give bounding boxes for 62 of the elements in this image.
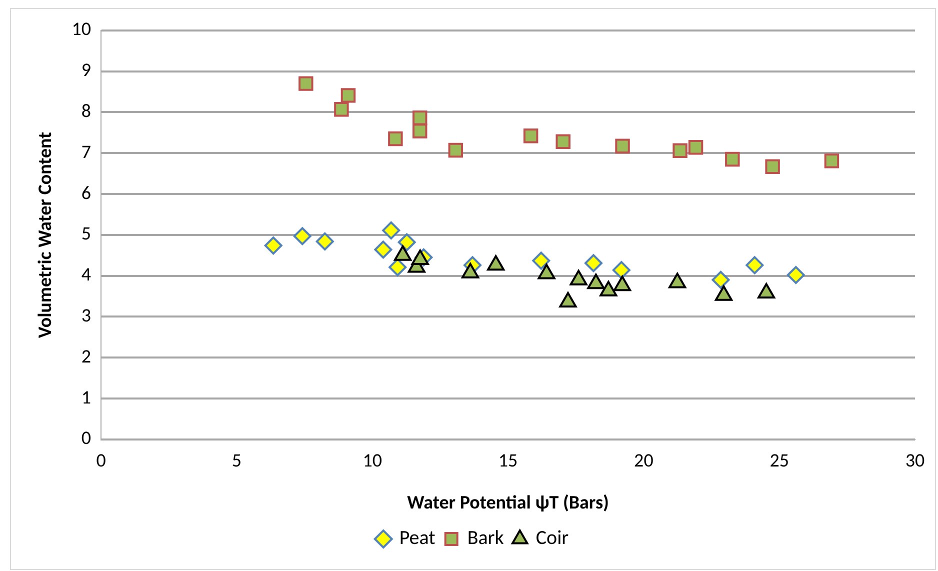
point xyxy=(712,270,730,289)
point xyxy=(613,276,632,292)
point xyxy=(388,131,403,146)
x-tick-label: 25 xyxy=(770,450,789,473)
point xyxy=(411,249,429,265)
x-tick-label: 0 xyxy=(96,450,106,473)
point xyxy=(559,292,577,308)
point xyxy=(725,152,740,167)
x-tick-label: 5 xyxy=(232,450,242,473)
point xyxy=(316,232,334,250)
point xyxy=(398,233,416,252)
point xyxy=(382,221,400,240)
x-tick-label: 10 xyxy=(362,450,382,473)
legend-label: Peat xyxy=(399,526,436,550)
y-axis-title: Volumetric Water Content xyxy=(34,131,58,338)
y-tick-label: 2 xyxy=(81,345,92,368)
point xyxy=(615,138,630,154)
y-tick-label: 9 xyxy=(81,59,92,82)
y-tick-label: 10 xyxy=(72,18,92,42)
point xyxy=(584,254,602,272)
point xyxy=(824,154,840,168)
y-tick-label: 0 xyxy=(81,427,92,450)
point xyxy=(523,128,538,144)
y-tick-label: 8 xyxy=(81,100,92,123)
point xyxy=(668,272,686,288)
point xyxy=(556,134,570,150)
y-tick-label: 1 xyxy=(81,386,92,410)
point xyxy=(264,236,282,255)
point xyxy=(487,255,505,271)
point xyxy=(448,142,464,158)
x-tick-label: 20 xyxy=(634,450,654,473)
y-tick-label: 7 xyxy=(81,140,92,164)
point xyxy=(612,261,630,280)
point xyxy=(672,143,688,158)
point xyxy=(688,140,704,155)
point xyxy=(538,264,556,280)
y-tick-label: 3 xyxy=(81,304,92,328)
point xyxy=(374,240,392,259)
x-tick-label: 15 xyxy=(498,450,518,473)
x-axis-title: Water Potential ψT (Bars) xyxy=(407,491,609,514)
point xyxy=(394,245,412,261)
point xyxy=(293,227,312,246)
point xyxy=(298,76,314,91)
y-tick-label: 4 xyxy=(81,264,92,287)
point xyxy=(412,124,428,138)
point xyxy=(758,282,776,298)
point xyxy=(532,252,550,270)
point xyxy=(765,159,780,174)
legend-label: Bark xyxy=(467,526,504,550)
point xyxy=(746,256,764,274)
y-tick-label: 5 xyxy=(81,222,92,246)
x-tick-label: 30 xyxy=(905,450,925,473)
point xyxy=(570,270,588,286)
legend-label: Coir xyxy=(536,526,569,550)
point xyxy=(714,285,733,301)
y-tick-label: 6 xyxy=(81,182,92,205)
point xyxy=(786,266,805,284)
point xyxy=(340,88,356,103)
point xyxy=(462,262,480,278)
point xyxy=(334,102,349,117)
point xyxy=(600,280,618,296)
point xyxy=(587,274,605,290)
